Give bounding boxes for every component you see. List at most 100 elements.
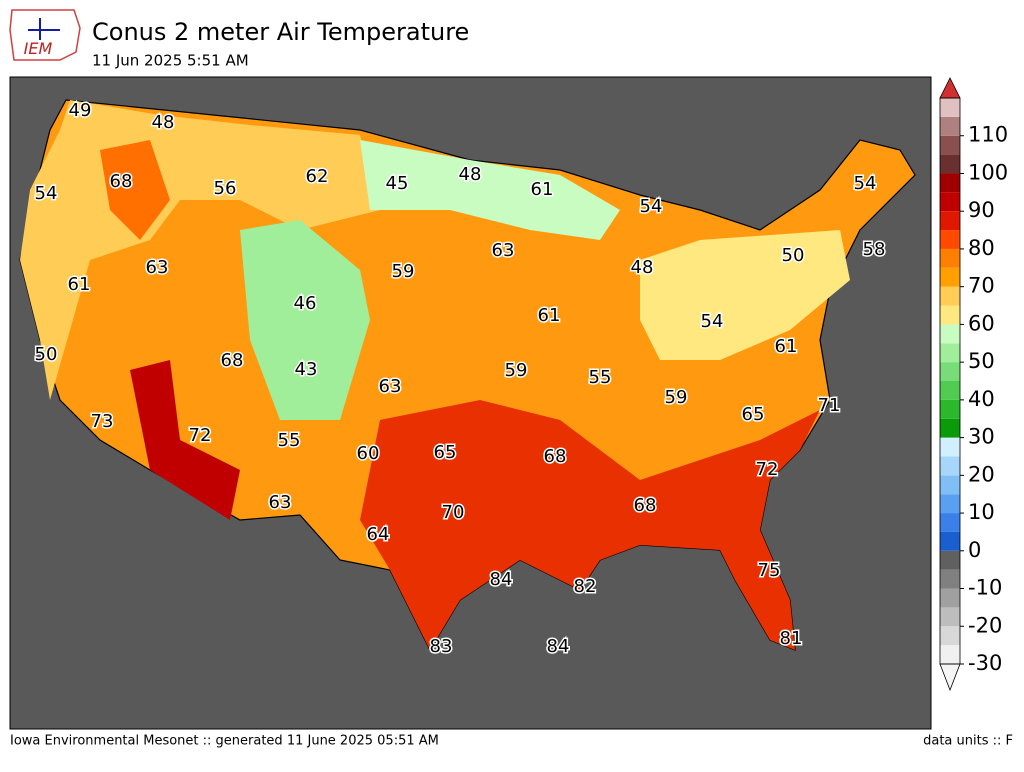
colorbar-segment	[940, 248, 960, 268]
station-temp: 59	[392, 261, 415, 282]
colorbar-segment	[940, 607, 960, 627]
colorbar-segment	[940, 362, 960, 381]
station-temp: 82	[574, 576, 597, 597]
colorbar-tick-label: 80	[968, 236, 995, 260]
colorbar-tick-label: 40	[968, 387, 995, 411]
colorbar-segment	[940, 324, 960, 344]
colorbar-under	[939, 663, 961, 692]
station-temp: 54	[854, 173, 877, 194]
station-temp: 55	[589, 367, 612, 388]
colorbar-segment	[940, 381, 960, 400]
colorbar-segment	[940, 494, 960, 514]
colorbar-tick-label: 100	[968, 160, 1008, 184]
station-temp: 54	[701, 311, 724, 332]
colorbar-segment	[940, 135, 960, 155]
station-temp: 58	[863, 239, 886, 260]
station-temp: 72	[756, 459, 779, 480]
station-temp: 54	[35, 183, 58, 204]
colorbar-segment	[940, 343, 960, 363]
station-temp: 61	[538, 305, 561, 326]
station-temp: 70	[442, 502, 465, 523]
colorbar-tick-label: 10	[968, 500, 995, 524]
colorbar-segment	[940, 569, 960, 589]
station-temp: 81	[780, 628, 803, 649]
colorbar: -30 -20 -10 0 10 20 30 40 50 60 70 80 90 100 110	[939, 77, 1008, 692]
colorbar-tick-label: 30	[968, 425, 995, 449]
station-temp: 59	[505, 360, 528, 381]
colorbar-tick-label: 50	[968, 349, 995, 373]
station-temp: 62	[306, 166, 329, 187]
station-temp: 83	[430, 636, 453, 657]
colorbar-segment	[940, 531, 960, 551]
station-temp: 45	[386, 173, 409, 194]
colorbar-tick-label: 90	[968, 198, 995, 222]
station-temp: 54	[640, 196, 663, 217]
station-temp: 71	[818, 395, 841, 416]
colorbar-segment	[940, 475, 960, 495]
colorbar-segment	[940, 154, 960, 174]
station-temp: 43	[295, 359, 318, 380]
colorbar-segment	[940, 456, 960, 476]
station-temp: 61	[531, 179, 554, 200]
station-temp: 61	[775, 336, 798, 357]
colorbar-segment	[940, 626, 960, 646]
subtitle: 11 Jun 2025 5:51 AM	[92, 52, 249, 70]
colorbar-segment	[940, 230, 960, 249]
map	[9, 76, 932, 730]
station-temp: 46	[294, 293, 317, 314]
station-temp: 65	[742, 404, 765, 425]
station-temp: 84	[490, 569, 513, 590]
station-temp: 49	[69, 100, 92, 121]
colorbar-tick-label: -30	[968, 651, 1002, 675]
station-temp: 75	[758, 560, 781, 581]
station-temp: 73	[91, 411, 114, 432]
colorbar-segment	[940, 116, 960, 136]
colorbar-segment	[940, 192, 960, 212]
station-temp: 64	[367, 524, 390, 545]
station-labels: 49 48 54 68 56 62 45 48 61 54 54 58 50 63 48 63 61 59 46 61…	[33, 99, 887, 659]
station-temp: 59	[665, 387, 688, 408]
colorbar-segment	[940, 399, 960, 419]
colorbar-segment	[940, 418, 960, 438]
colorbar-segment	[940, 286, 960, 306]
station-temp: 68	[110, 171, 133, 192]
logo-text: IEM	[24, 39, 53, 58]
station-temp: 68	[634, 495, 657, 516]
colorbar-tick-label: 70	[968, 274, 995, 298]
footer-left: Iowa Environmental Mesonet :: generated …	[10, 734, 439, 749]
station-temp: 48	[152, 112, 175, 133]
colorbar-segment	[940, 645, 960, 664]
logo: IEM	[9, 9, 81, 61]
colorbar-segment	[940, 98, 960, 117]
station-temp: 50	[782, 245, 805, 266]
station-temp: 63	[379, 376, 402, 397]
station-temp: 48	[631, 257, 654, 278]
colorbar-tick-label: 60	[968, 311, 995, 335]
station-temp: 56	[214, 178, 237, 199]
station-temp: 55	[278, 430, 301, 451]
station-temp: 48	[459, 164, 482, 185]
colorbar-segment	[940, 173, 960, 193]
colorbar-tick-label: 20	[968, 462, 995, 486]
colorbar-segment	[940, 513, 960, 532]
colorbar-segment	[940, 211, 960, 231]
colorbar-segment	[940, 550, 960, 570]
colorbar-segment	[940, 588, 960, 608]
station-temp: 50	[35, 344, 58, 365]
station-temp: 68	[544, 446, 567, 467]
colorbar-tick-label: -10	[968, 576, 1002, 600]
station-temp: 72	[189, 425, 212, 446]
colorbar-tick-label: -20	[968, 613, 1002, 637]
colorbar-segment	[940, 267, 960, 287]
colorbar-frame	[939, 97, 961, 665]
colorbar-segment	[940, 305, 960, 325]
station-temp: 68	[221, 350, 244, 371]
colorbar-over	[939, 77, 961, 99]
station-temp: 61	[68, 274, 91, 295]
footer-right: data units :: F	[923, 734, 1013, 749]
title: Conus 2 meter Air Temperature	[92, 18, 469, 46]
station-temp: 63	[492, 240, 515, 261]
colorbar-tick-label: 0	[968, 538, 981, 562]
colorbar-tick-label: 110	[968, 123, 1008, 147]
